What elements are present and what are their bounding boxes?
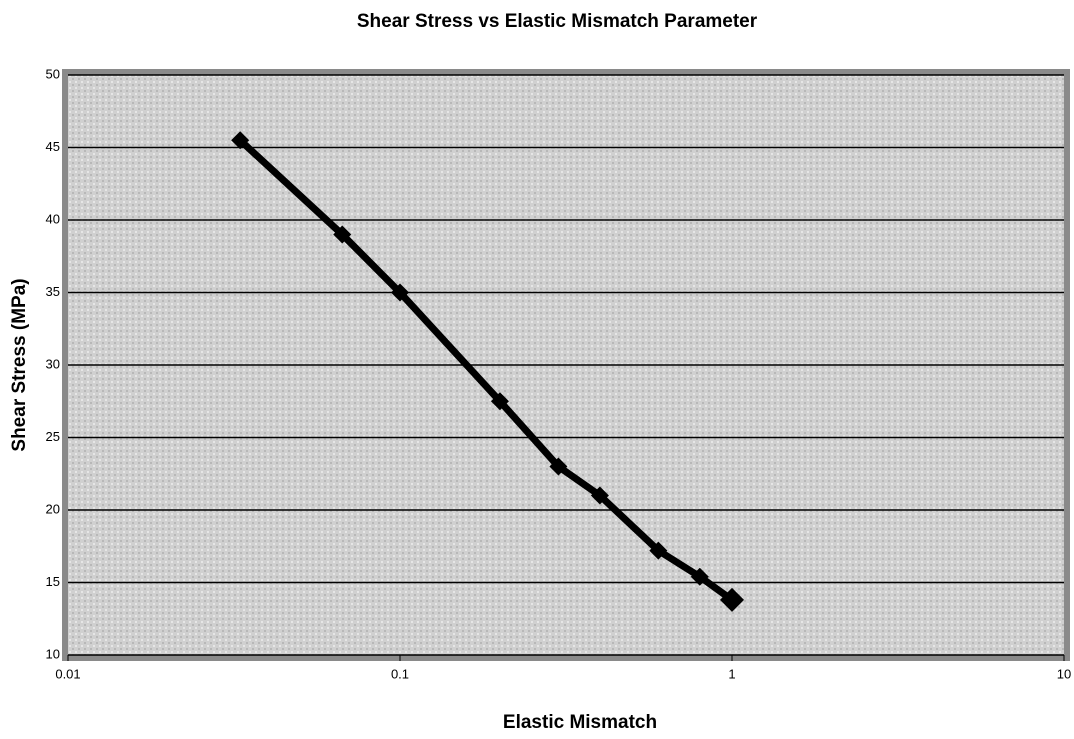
data-point xyxy=(391,283,409,302)
y-tick-label: 15 xyxy=(46,574,60,589)
y-tick-label: 50 xyxy=(46,66,60,81)
y-tick-label: 45 xyxy=(46,139,60,154)
data-point xyxy=(720,587,744,612)
y-tick-label: 40 xyxy=(46,211,60,226)
y-tick-label: 10 xyxy=(46,646,60,661)
x-tick-label: 0.1 xyxy=(391,666,409,681)
data-point xyxy=(231,131,250,150)
x-tick-label: 0.01 xyxy=(55,666,80,681)
data-point xyxy=(333,225,352,244)
data-point xyxy=(549,457,568,476)
x-axis-title: Elastic Mismatch xyxy=(503,712,657,733)
data-point xyxy=(490,392,509,411)
data-point xyxy=(649,541,668,560)
y-tick-label: 30 xyxy=(46,356,60,371)
x-tick-label: 10 xyxy=(1057,666,1071,681)
data-point xyxy=(690,567,709,586)
y-tick-label: 25 xyxy=(46,429,60,444)
y-tick-label: 20 xyxy=(46,501,60,516)
y-tick-label: 35 xyxy=(46,284,60,299)
chart-title: Shear Stress vs Elastic Mismatch Paramet… xyxy=(357,11,758,32)
x-tick-label: 1 xyxy=(728,666,735,681)
y-axis-title: Shear Stress (MPa) xyxy=(9,278,30,451)
data-point xyxy=(590,486,609,505)
